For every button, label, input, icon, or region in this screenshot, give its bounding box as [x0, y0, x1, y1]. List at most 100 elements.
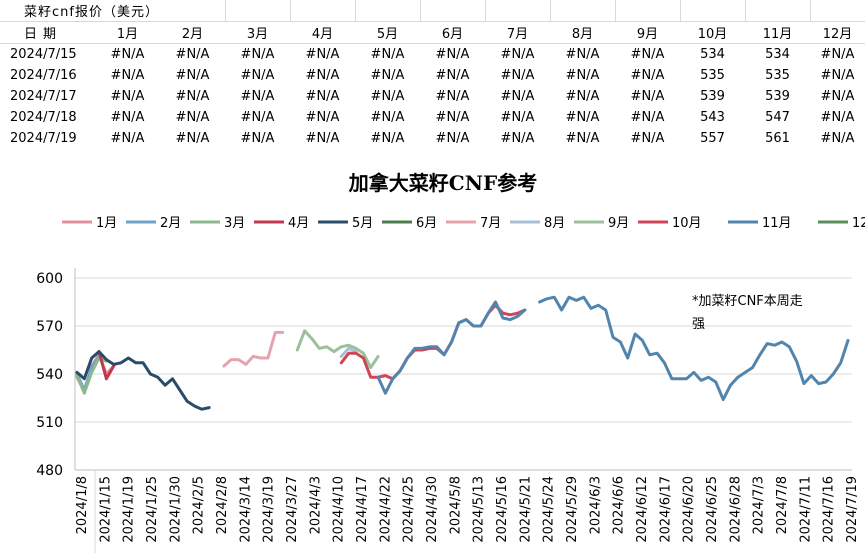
x-tick-label: 2024/6/28 — [728, 476, 743, 543]
price-cell: 534 — [700, 47, 725, 62]
price-cell: #N/A — [110, 131, 145, 146]
price-cell: #N/A — [500, 47, 535, 62]
y-tick-label: 510 — [36, 415, 63, 431]
month-column-header: 6月 — [420, 21, 485, 44]
price-cell: #N/A — [305, 68, 340, 83]
x-tick-label: 2024/6/12 — [635, 476, 650, 543]
legend-item: 9月 — [574, 216, 629, 231]
row-date: 2024/7/19 — [10, 131, 77, 146]
price-cell: #N/A — [500, 68, 535, 83]
price-cell: #N/A — [110, 110, 145, 125]
price-cell: #N/A — [820, 89, 855, 104]
y-tick-label: 570 — [36, 319, 63, 335]
y-tick-label: 600 — [36, 271, 63, 287]
legend-item: 4月 — [254, 216, 309, 231]
price-cell: #N/A — [435, 68, 470, 83]
price-cell: #N/A — [630, 68, 665, 83]
month-column-header: 11月 — [745, 21, 810, 44]
table-body: 2024/7/15 #N/A #N/A #N/A #N/A #N/A #N/A #N/A #N/… — [0, 44, 865, 150]
legend-label: 8月 — [544, 216, 565, 231]
x-tick-label: 2024/2/8 — [215, 476, 230, 534]
price-cell: #N/A — [630, 47, 665, 62]
price-cell: #N/A — [240, 131, 275, 146]
price-cell: #N/A — [370, 89, 405, 104]
y-axis: 480 510 540 570 600 — [36, 268, 76, 479]
price-cell: 535 — [700, 68, 725, 83]
legend-item: 5月 — [318, 216, 373, 231]
month-column-header: 3月 — [225, 21, 290, 44]
price-cell: #N/A — [240, 47, 275, 62]
legend-item: 2月 — [126, 216, 181, 231]
legend-label: 5月 — [352, 216, 373, 231]
chart-annotation: 强 — [692, 317, 705, 332]
legend-item: 10月 — [638, 216, 702, 231]
price-cell: #N/A — [500, 131, 535, 146]
price-cell: #N/A — [175, 110, 210, 125]
y-tick-label: 540 — [36, 367, 63, 383]
price-cell: #N/A — [820, 131, 855, 146]
price-cell: #N/A — [565, 68, 600, 83]
price-cell: #N/A — [630, 110, 665, 125]
price-cell: 557 — [700, 131, 725, 146]
price-cell: #N/A — [305, 110, 340, 125]
x-axis: 2024/1/8 2024/1/15 2024/1/19 2024/1/25 2024/… — [75, 469, 860, 553]
month-column-header: 2月 — [160, 21, 225, 44]
series-line — [295, 329, 380, 370]
x-tick-label: 2024/3/19 — [262, 476, 277, 543]
x-tick-label: 2024/7/11 — [798, 476, 813, 543]
x-tick-label: 2024/5/13 — [472, 476, 487, 543]
table-row: 2024/7/18 #N/A #N/A #N/A #N/A #N/A #N/A #N/A #N/… — [0, 107, 865, 128]
table-row: 2024/7/15 #N/A #N/A #N/A #N/A #N/A #N/A #N/A #N/… — [0, 44, 865, 66]
month-column-header: 9月 — [615, 21, 680, 44]
price-cell: 534 — [765, 47, 790, 62]
legend-label: 4月 — [288, 216, 309, 231]
price-cell: #N/A — [175, 131, 210, 146]
table-row: 2024/7/16 #N/A #N/A #N/A #N/A #N/A #N/A #N/A #N/… — [0, 65, 865, 86]
date-column-header: 日期 — [0, 21, 95, 44]
series-line — [376, 300, 527, 395]
x-tick-label: 2024/4/17 — [355, 476, 370, 543]
month-column-header: 8月 — [550, 21, 615, 44]
price-cell: 561 — [765, 131, 790, 146]
price-cell: 535 — [765, 68, 790, 83]
price-cell: #N/A — [370, 68, 405, 83]
legend-label: 7月 — [480, 216, 501, 231]
x-tick-label: 2024/6/3 — [588, 476, 603, 534]
x-tick-label: 2024/5/29 — [565, 476, 580, 543]
row-date: 2024/7/16 — [10, 68, 77, 83]
legend-label: 2月 — [160, 216, 181, 231]
price-cell: #N/A — [370, 131, 405, 146]
row-date: 2024/7/15 — [10, 47, 77, 62]
x-tick-label: 2024/1/25 — [145, 476, 160, 543]
x-tick-label: 2024/1/19 — [122, 476, 137, 543]
price-cell: #N/A — [565, 47, 600, 62]
price-cell: #N/A — [435, 131, 470, 146]
month-column-header: 1月 — [95, 21, 160, 44]
month-column-header: 4月 — [290, 21, 355, 44]
price-cell: #N/A — [240, 110, 275, 125]
x-tick-label: 2024/5/16 — [495, 476, 510, 543]
x-tick-label: 2024/1/8 — [75, 476, 90, 534]
x-tick-label: 2024/7/16 — [822, 476, 837, 543]
price-cell: #N/A — [630, 89, 665, 104]
x-tick-label: 2024/5/24 — [542, 476, 557, 543]
price-cell: #N/A — [305, 89, 340, 104]
price-cell: #N/A — [820, 47, 855, 62]
table-row: 2024/7/17 #N/A #N/A #N/A #N/A #N/A #N/A #N/A #N/… — [0, 86, 865, 107]
series-line — [97, 350, 116, 381]
legend-item: 12月 — [818, 216, 865, 231]
x-tick-label: 2024/4/25 — [402, 476, 417, 543]
price-cell: #N/A — [110, 89, 145, 104]
price-cell: 543 — [700, 110, 725, 125]
x-tick-label: 2024/1/30 — [168, 476, 183, 543]
price-cell: #N/A — [370, 110, 405, 125]
table-caption-row: 菜籽cnf报价（美元） — [0, 0, 865, 22]
x-tick-label: 2024/7/3 — [752, 476, 767, 534]
price-cell: #N/A — [175, 68, 210, 83]
month-column-header: 7月 — [485, 21, 550, 44]
table-row: 2024/7/19 #N/A #N/A #N/A #N/A #N/A #N/A #N/A #N/… — [0, 128, 865, 149]
price-cell: #N/A — [565, 110, 600, 125]
legend-item: 6月 — [382, 216, 437, 231]
price-cell: #N/A — [240, 89, 275, 104]
x-tick-label: 2024/4/3 — [308, 476, 323, 534]
